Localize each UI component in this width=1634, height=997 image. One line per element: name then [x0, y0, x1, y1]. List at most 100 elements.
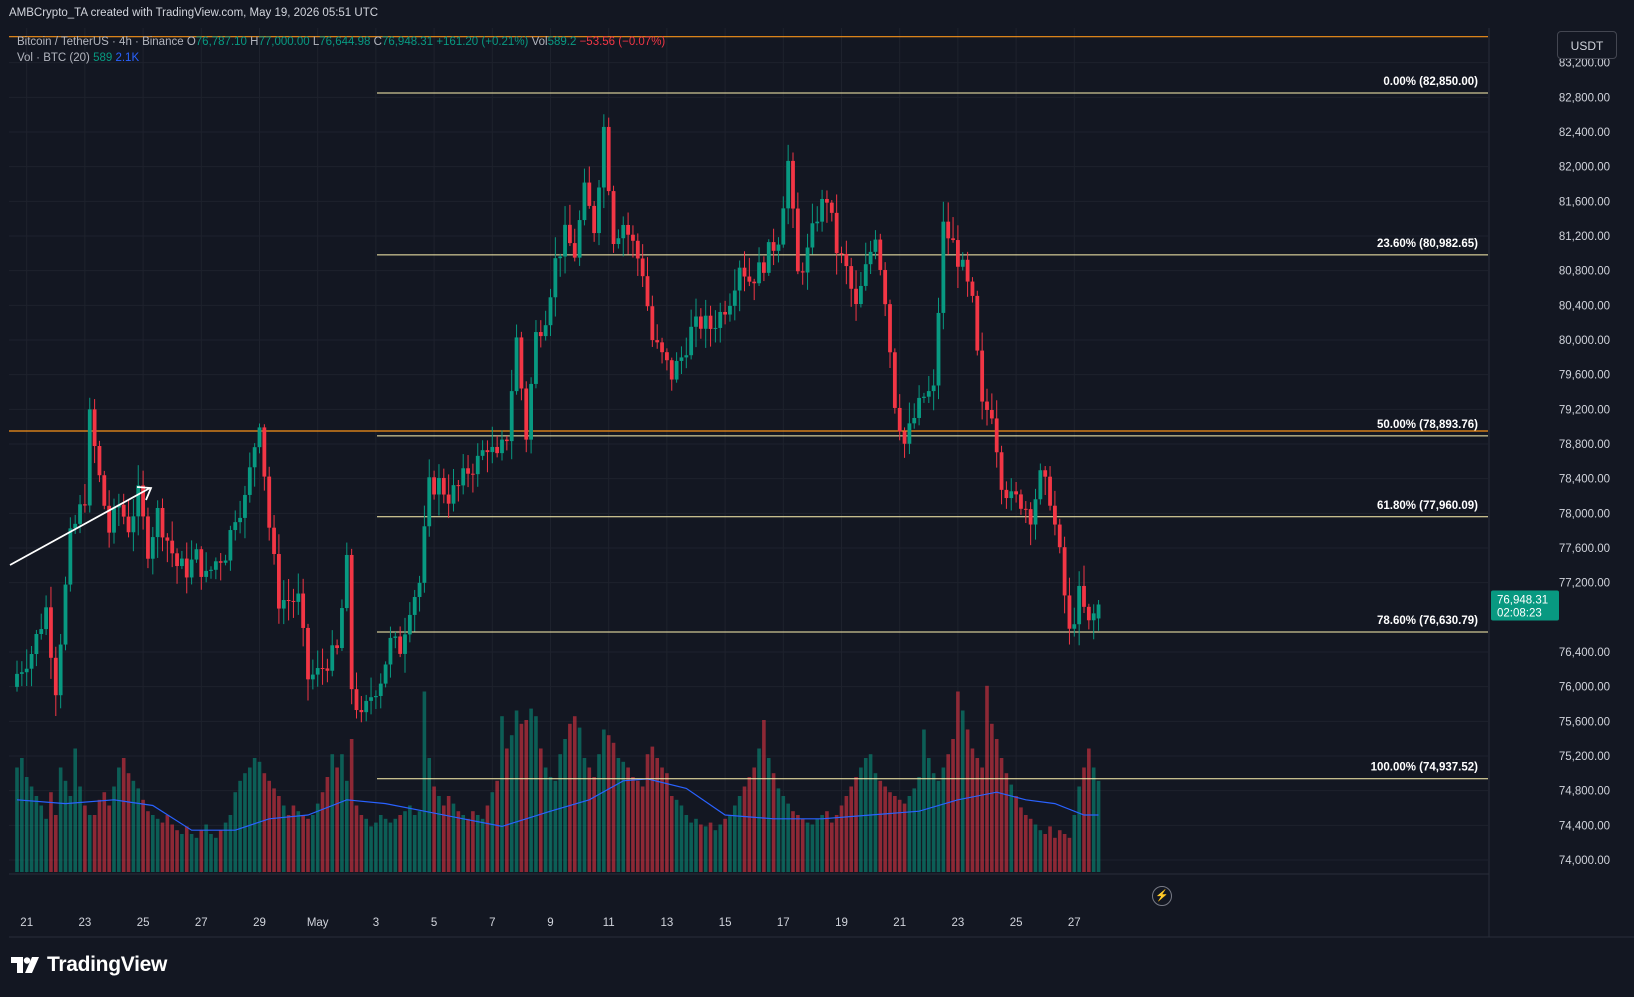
candle-body [1091, 613, 1096, 621]
time-tick-label: 7 [489, 917, 495, 929]
high-value: 77,000.00 [258, 36, 310, 48]
price-tick-label: 78,400.00 [1559, 474, 1610, 486]
candle-body [568, 224, 572, 244]
volume-bar [568, 723, 572, 872]
time-tick-label: 27 [1068, 917, 1081, 929]
volume-bar [73, 748, 77, 872]
candle-body [1038, 470, 1043, 500]
volume-bar [204, 824, 208, 872]
volume-bar [417, 811, 422, 872]
volume-bar [432, 786, 436, 872]
volume-ma-value: 2.1K [115, 52, 140, 64]
volume-bar [742, 786, 747, 872]
volume-bar [669, 796, 674, 872]
price-tick-label: 80,800.00 [1559, 266, 1610, 278]
volume-bar [534, 716, 538, 872]
candle-body [49, 607, 53, 658]
volume-bar [611, 742, 616, 872]
candle-body [936, 312, 941, 386]
volume-bar [39, 805, 44, 872]
open-value: 76,787.10 [195, 36, 247, 48]
volume-bar [87, 815, 92, 872]
volume-bar [490, 792, 495, 872]
trend-arrow-head [136, 486, 153, 501]
candle-body [985, 401, 989, 410]
time-tick-label: 29 [253, 917, 266, 929]
price-tick-label: 79,200.00 [1559, 404, 1610, 416]
volume-bar [218, 830, 223, 872]
volume-bar [412, 815, 417, 872]
volume-bar [29, 786, 34, 872]
volume-bar [694, 818, 698, 872]
candle-body [1009, 491, 1014, 499]
tradingview-brand: TradingView [47, 953, 168, 976]
volume-bar [243, 773, 247, 872]
volume-ma-line [16, 778, 1099, 831]
volume-bar [131, 780, 136, 872]
candle-body [922, 396, 926, 398]
fib-level-label: 78.60% (76,630.79) [1377, 615, 1478, 627]
volume-bar [262, 773, 267, 872]
trend-arrow[interactable] [9, 487, 151, 566]
candle-body [631, 234, 635, 241]
volume-bar [252, 758, 257, 872]
price-axis[interactable] [1489, 28, 1634, 933]
candle-body [112, 507, 116, 533]
volume-bar [849, 786, 853, 872]
chart-credit: AMBCrypto_TA created with TradingView.co… [9, 7, 379, 19]
volume-bar [509, 735, 514, 872]
volume-bar [102, 792, 107, 872]
close-value: 76,948.31 [381, 36, 434, 48]
candle-body [378, 683, 383, 697]
tradingview-logo[interactable]: TradingView [11, 953, 167, 977]
candle-body [388, 637, 393, 665]
volume-bar [383, 818, 388, 872]
candle-body [412, 596, 417, 615]
candle-body [1057, 524, 1062, 548]
time-tick-label: 5 [431, 917, 437, 929]
volume-indicator-label[interactable]: Vol · BTC (20) [17, 52, 90, 64]
candle-body [684, 355, 689, 358]
candle-body [155, 507, 160, 538]
candle-body [732, 290, 737, 306]
candle-body [679, 357, 684, 361]
volume-bar [480, 818, 485, 872]
candle-body [577, 220, 582, 258]
volume-bar [766, 758, 771, 872]
volume-bar [398, 815, 402, 872]
volume-bar [485, 805, 490, 872]
candle-body [451, 485, 456, 504]
candle-body [320, 668, 325, 670]
volume-bar [868, 754, 873, 872]
candle-body [466, 468, 470, 474]
candle-body [888, 304, 892, 353]
volume-bar [233, 792, 238, 872]
volume-bar [708, 822, 713, 872]
volume-bar [495, 780, 499, 872]
candle-body [485, 450, 490, 453]
time-tick-label: May [307, 917, 329, 929]
volume-bar [796, 815, 800, 872]
candle-body [344, 554, 349, 609]
symbol-label[interactable]: Bitcoin / TetherUS · 4h · Binance [17, 36, 184, 48]
candle-body [849, 266, 854, 289]
candle-body [495, 446, 500, 454]
volume-bar [15, 767, 19, 872]
lightning-icon[interactable]: ⚡ [1152, 886, 1172, 906]
candle-body [795, 208, 800, 272]
volume-bar [524, 720, 529, 872]
candle-body [441, 477, 446, 495]
volume-current: 589 [93, 52, 113, 64]
currency-button[interactable]: USDT [1557, 31, 1617, 59]
candle-body [194, 549, 199, 560]
volume-bars [15, 685, 1101, 872]
candle-body [844, 253, 849, 267]
candle-body [912, 417, 917, 424]
volume-value: 589.2 [547, 36, 577, 48]
volume-bar [1087, 748, 1091, 872]
volume-bar [577, 727, 582, 872]
volume-bar [214, 837, 218, 872]
volume-bar [626, 767, 630, 872]
volume-bar [345, 780, 349, 872]
